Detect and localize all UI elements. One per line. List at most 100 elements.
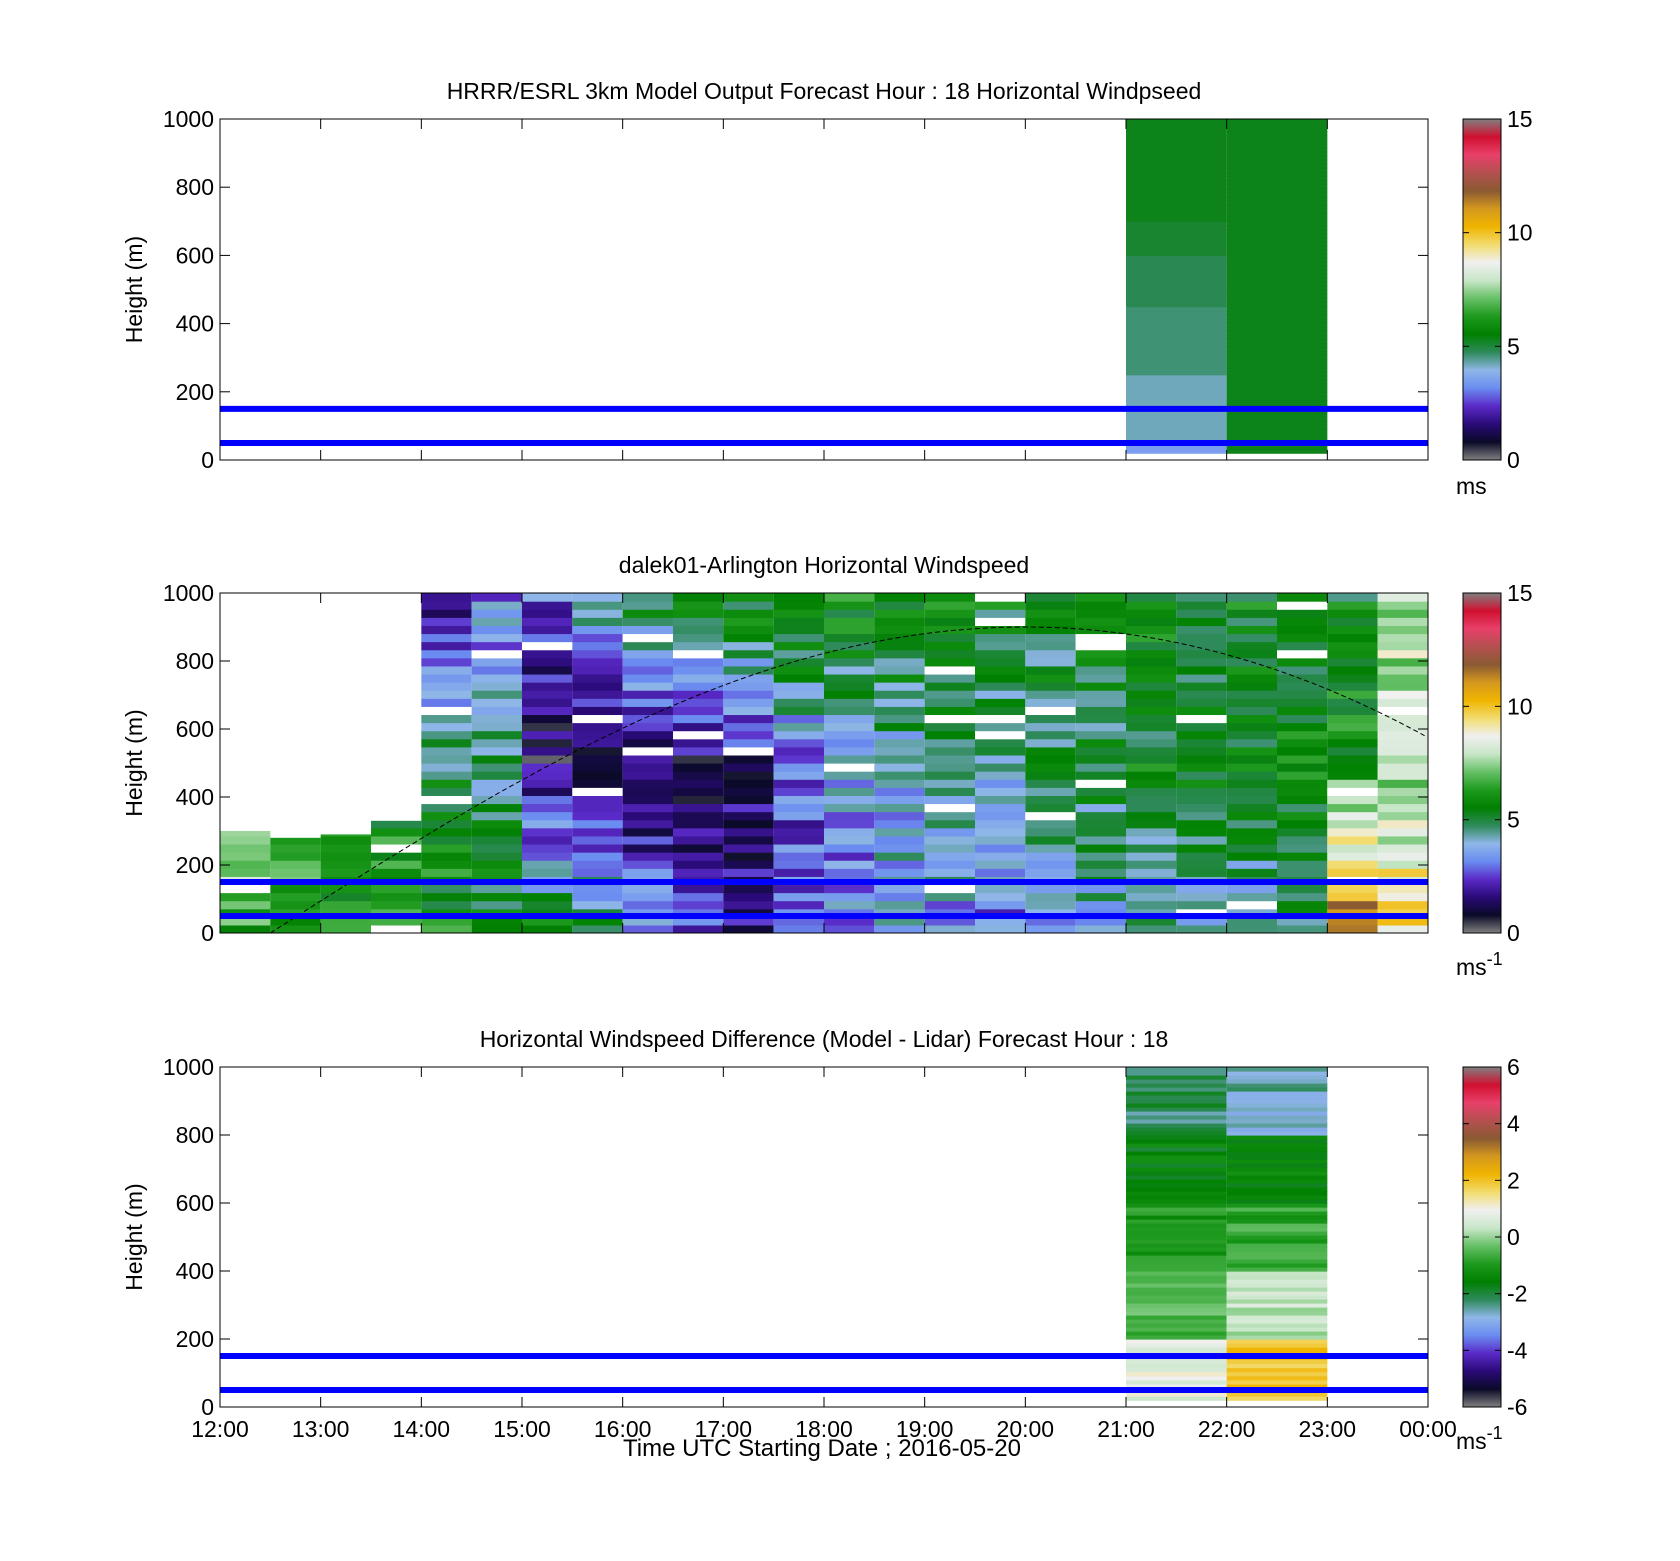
- heatmap-cell: [572, 706, 623, 716]
- heatmap-cell: [421, 690, 472, 699]
- heatmap-cell: [1176, 803, 1227, 813]
- heatmap-cell: [673, 714, 724, 724]
- heatmap-cell: [522, 690, 573, 699]
- heatmap-cell: [1126, 374, 1227, 380]
- heatmap-cell: [1126, 763, 1177, 772]
- heatmap-cell: [1176, 852, 1227, 861]
- heatmap-cell: [622, 827, 673, 837]
- heatmap-cell: [220, 868, 271, 877]
- heatmap-cell: [1025, 657, 1076, 667]
- heatmap-cell: [1377, 649, 1428, 659]
- heatmap-cell: [924, 625, 975, 635]
- heatmap-cell: [1126, 242, 1227, 248]
- heatmap-cell: [1277, 698, 1328, 707]
- heatmap-cell: [773, 617, 824, 626]
- heatmap-cell: [673, 892, 724, 902]
- heatmap-cell: [1025, 843, 1076, 853]
- heatmap-cell: [1377, 900, 1428, 910]
- heatmap-cell: [622, 682, 673, 691]
- heatmap-cell: [421, 601, 472, 610]
- heatmap-cell: [1377, 593, 1428, 602]
- heatmap-cell: [1226, 1307, 1328, 1312]
- heatmap-cell: [471, 884, 522, 894]
- heatmap-cell: [471, 690, 522, 699]
- heatmap-cell: [471, 698, 522, 707]
- heatmap-cell: [1377, 884, 1428, 894]
- heatmap-cell: [1025, 617, 1076, 626]
- heatmap-cell: [824, 698, 875, 707]
- heatmap-cell: [924, 900, 975, 910]
- heatmap-cell: [773, 827, 824, 837]
- heatmap-cell: [824, 601, 875, 610]
- heatmap-cell: [471, 892, 522, 902]
- heatmap-cell: [723, 682, 774, 691]
- heatmap-cell: [1226, 1195, 1328, 1200]
- heatmap-cell: [1277, 673, 1328, 683]
- heatmap-cell: [1277, 916, 1328, 926]
- heatmap-cell: [1226, 1255, 1328, 1260]
- heatmap-cell: [1176, 593, 1227, 602]
- heatmap-cell: [1277, 811, 1328, 821]
- heatmap-cell: [1226, 204, 1328, 210]
- heatmap-cell: [421, 722, 472, 732]
- heatmap-cell: [1126, 843, 1177, 853]
- heatmap-cell: [1025, 811, 1076, 821]
- heatmap-cell: [924, 884, 975, 894]
- heatmap-cell: [1126, 259, 1227, 264]
- heatmap-cell: [924, 779, 975, 788]
- heatmap-cell: [1377, 625, 1428, 635]
- heatmap-cell: [1025, 698, 1076, 707]
- y-axis-label: Height (m): [121, 1183, 147, 1290]
- heatmap-cell: [874, 763, 925, 772]
- heatmap-cell: [1277, 657, 1328, 667]
- heatmap-cell: [723, 714, 774, 724]
- heatmap-cell: [1176, 617, 1227, 626]
- heatmap-cell: [471, 633, 522, 643]
- heatmap-cell: [1075, 714, 1126, 724]
- heatmap-cell: [1126, 1295, 1227, 1300]
- heatmap-cell: [874, 738, 925, 748]
- heatmap-cell: [773, 722, 824, 732]
- heatmap-cell: [1226, 746, 1277, 756]
- heatmap-cell: [1226, 159, 1328, 165]
- heatmap-cell: [1277, 690, 1328, 699]
- heatmap-cell: [1126, 1319, 1227, 1324]
- heatmap-cell: [874, 673, 925, 683]
- x-tick-label: 19:00: [896, 1416, 954, 1442]
- heatmap-cell: [924, 657, 975, 667]
- heatmap-cell: [1126, 322, 1227, 328]
- heatmap-cell: [1226, 375, 1328, 381]
- heatmap-cell: [1025, 641, 1076, 651]
- heatmap-cell: [1226, 1247, 1328, 1252]
- heatmap-cell: [874, 706, 925, 716]
- heatmap-cell: [220, 924, 271, 933]
- heatmap-cell: [1226, 682, 1277, 691]
- heatmap-cell: [773, 787, 824, 796]
- heatmap-cell: [572, 738, 623, 748]
- heatmap-cell: [1025, 900, 1076, 910]
- heatmap-cell: [471, 868, 522, 877]
- heatmap-cell: [673, 746, 724, 756]
- heatmap-cell: [1126, 1227, 1227, 1232]
- heatmap-cell: [1277, 609, 1328, 618]
- heatmap-cell: [1226, 139, 1328, 145]
- heatmap-cell: [1226, 282, 1328, 287]
- heatmap-cell: [1226, 383, 1328, 389]
- heatmap-cell: [622, 690, 673, 699]
- heatmap-cell: [975, 673, 1026, 683]
- heatmap-cell: [1176, 633, 1227, 643]
- heatmap-cell: [1226, 1263, 1328, 1268]
- heatmap-cell: [1176, 795, 1227, 805]
- heatmap-cell: [1126, 779, 1177, 788]
- heatmap-cell: [572, 819, 623, 829]
- heatmap-cell: [1327, 900, 1378, 910]
- heatmap-cell: [1176, 892, 1227, 902]
- heatmap-cell: [1226, 827, 1277, 837]
- x-axis-label: Time UTC Starting Date ; 2016-05-20: [623, 1435, 1021, 1462]
- heatmap-cell: [773, 601, 824, 610]
- heatmap-cell: [824, 835, 875, 845]
- heatmap-cell: [1226, 306, 1328, 312]
- heatmap-cell: [1025, 795, 1076, 805]
- heatmap-cell: [673, 754, 724, 764]
- heatmap-cell: [1226, 1223, 1328, 1228]
